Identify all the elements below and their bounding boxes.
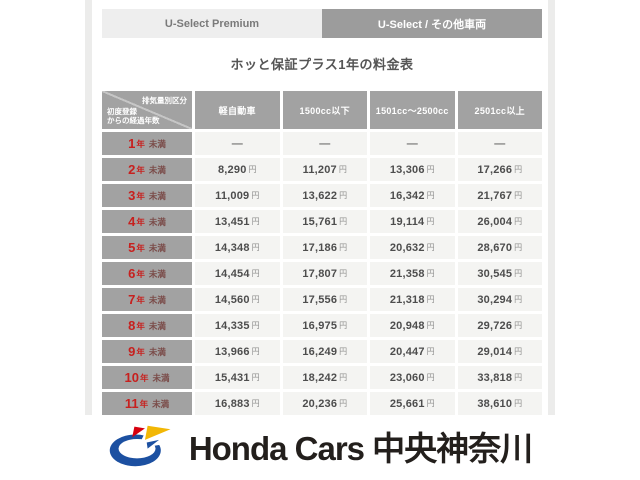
row-label-1-years: 1 年未満 [102,132,192,155]
price-cell: 21,358 円 [370,262,455,285]
page-title: ホッと保証プラス1年の料金表 [230,57,414,72]
price-cell: 38,610 円 [457,392,542,415]
price-cell: 21,767 円 [457,184,542,207]
price-cell: 13,306 円 [370,158,455,181]
price-cell: 33,818 円 [457,366,542,389]
main-content: U-Select Premium U-Select / その他車両 ホッと保証プ… [102,0,542,415]
price-cell: 8,290 円 [195,158,280,181]
footer-logo: Honda Cars 中央神奈川 [0,419,640,473]
price-cell: 18,242 円 [282,366,367,389]
price-cell: 13,966 円 [195,340,280,363]
price-cell: 17,186 円 [282,236,367,259]
price-cell: 14,454 円 [195,262,280,285]
row-label-4-years: 4 年未満 [102,210,192,233]
honda-cars-logo-icon [109,424,174,467]
price-cell: 14,560 円 [195,288,280,311]
column-header-1500cc-under: 1500cc以下 [282,91,367,129]
tab-bar: U-Select Premium U-Select / その他車両 [102,9,542,38]
price-cell: 11,207 円 [282,158,367,181]
right-page-gutter [548,0,555,415]
column-header-1501-2500cc: 1501cc～2500cc [370,91,455,129]
left-page-gutter [85,0,92,415]
price-cell: 17,807 円 [282,262,367,285]
price-cell: 14,348 円 [195,236,280,259]
price-cell: 30,294 円 [457,288,542,311]
price-cell: 26,004 円 [457,210,542,233]
column-header-2501cc-over: 2501cc以上 [457,91,542,129]
price-cell: — [457,132,542,155]
row-label-2-years: 2 年未満 [102,158,192,181]
price-cell: 13,451 円 [195,210,280,233]
table-corner-cell: 排気量別区分 初度登録 からの経過年数 [102,91,192,129]
price-cell: 15,431 円 [195,366,280,389]
corner-label-displacement: 排気量別区分 [142,96,187,105]
price-cell: 19,114 円 [370,210,455,233]
price-cell: 29,014 円 [457,340,542,363]
price-cell: 20,632 円 [370,236,455,259]
row-label-3-years: 3 年未満 [102,184,192,207]
column-header-kei: 軽自動車 [195,91,280,129]
price-cell: — [370,132,455,155]
price-cell: 21,318 円 [370,288,455,311]
price-table: 排気量別区分 初度登録 からの経過年数 軽自動車 1500cc以下 1501cc… [102,91,542,415]
price-cell: 20,447 円 [370,340,455,363]
price-cell: 16,249 円 [282,340,367,363]
price-cell: 17,556 円 [282,288,367,311]
price-cell: 14,335 円 [195,314,280,337]
price-cell: 11,009 円 [195,184,280,207]
price-cell: 13,622 円 [282,184,367,207]
price-cell: 29,726 円 [457,314,542,337]
tab-u-select-other-vehicles[interactable]: U-Select / その他車両 [322,9,542,38]
price-cell: 16,975 円 [282,314,367,337]
price-cell: 17,266 円 [457,158,542,181]
price-cell: 20,948 円 [370,314,455,337]
row-label-5-years: 5 年未満 [102,236,192,259]
price-cell: 25,661 円 [370,392,455,415]
corner-label-elapsed-years: 初度登録 からの経過年数 [107,106,160,126]
price-cell: 16,342 円 [370,184,455,207]
tab-u-select-premium[interactable]: U-Select Premium [102,9,322,38]
row-label-7-years: 7 年未満 [102,288,192,311]
price-cell: — [195,132,280,155]
price-cell: — [282,132,367,155]
price-cell: 23,060 円 [370,366,455,389]
row-label-11-years: 11 年未満 [102,392,192,415]
brand-name: Honda Cars 中央神奈川 [188,430,533,467]
price-cell: 15,761 円 [282,210,367,233]
row-label-9-years: 9 年未満 [102,340,192,363]
price-cell: 28,670 円 [457,236,542,259]
row-label-8-years: 8 年未満 [102,314,192,337]
price-cell: 16,883 円 [195,392,280,415]
price-cell: 20,236 円 [282,392,367,415]
row-label-6-years: 6 年未満 [102,262,192,285]
price-cell: 30,545 円 [457,262,542,285]
row-label-10-years: 10 年未満 [102,366,192,389]
